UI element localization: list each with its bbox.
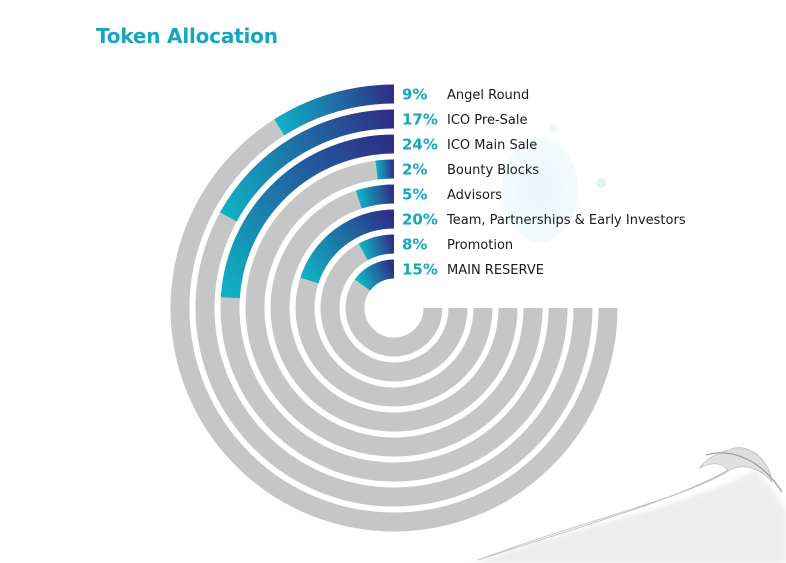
legend-percent: 15% — [402, 261, 438, 279]
ring-track — [170, 84, 618, 532]
ring-group — [170, 84, 618, 532]
ring-value-arc — [220, 134, 395, 299]
ring-track — [270, 184, 518, 432]
legend-item: 24% ICO Main Sale — [402, 136, 537, 154]
page-curl-edge — [705, 452, 783, 493]
ring-value-arc — [358, 234, 395, 261]
legend-percent: 17% — [402, 111, 438, 129]
legend-label: Promotion — [447, 238, 513, 253]
legend-label: ICO Pre-Sale — [447, 113, 527, 128]
ring-value-arc — [355, 184, 395, 209]
legend-label: Advisors — [447, 188, 502, 203]
legend-percent: 24% — [402, 136, 438, 154]
chart-title: Token Allocation — [96, 24, 278, 48]
legend: 9% Angel Round 17% ICO Pre-Sale 24% ICO Main … — [402, 86, 686, 279]
legend-label: MAIN RESERVE — [447, 263, 544, 278]
legend-percent: 8% — [402, 236, 427, 254]
legend-label: Bounty Blocks — [447, 163, 539, 178]
background-decoration — [502, 124, 606, 242]
legend-label: Team, Partnerships & Early Investors — [446, 213, 686, 228]
legend-item: 5% Advisors — [402, 186, 502, 204]
legend-item: 8% Promotion — [402, 236, 513, 254]
background-blob — [502, 138, 578, 242]
legend-percent: 2% — [402, 161, 427, 179]
legend-item: 15% MAIN RESERVE — [402, 261, 544, 279]
legend-item: 17% ICO Pre-Sale — [402, 111, 527, 129]
ring-value-arc — [274, 84, 395, 136]
legend-percent: 5% — [402, 186, 427, 204]
legend-item: 9% Angel Round — [402, 86, 529, 104]
legend-item: 2% Bounty Blocks — [402, 161, 539, 179]
ring-track — [245, 159, 543, 457]
legend-percent: 20% — [402, 211, 438, 229]
background-dot — [596, 178, 606, 188]
ring-value-arc — [300, 209, 395, 284]
page-curl-decoration — [470, 447, 786, 563]
legend-label: Angel Round — [447, 88, 529, 103]
legend-percent: 9% — [402, 86, 427, 104]
page-curl — [477, 447, 773, 561]
ring-track — [320, 234, 468, 382]
page-curl-shadow — [470, 470, 786, 563]
ring-value-arc — [220, 109, 395, 222]
ring-value-arc — [375, 159, 395, 180]
background-dot — [549, 124, 557, 132]
legend-label: ICO Main Sale — [447, 138, 537, 153]
ring-value-arc — [354, 259, 395, 292]
legend-item: 20% Team, Partnerships & Early Investors — [402, 211, 686, 229]
